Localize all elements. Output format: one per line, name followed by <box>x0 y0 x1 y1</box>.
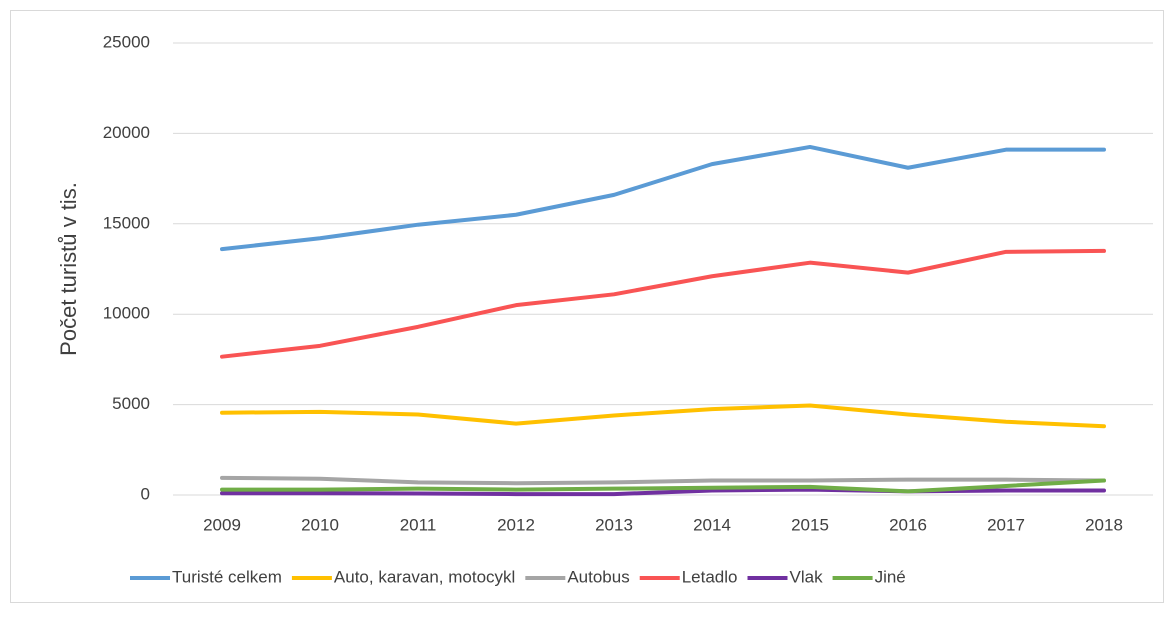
x-tick-label: 2016 <box>889 515 927 534</box>
legend-label: Autobus <box>567 567 629 586</box>
legend-label: Auto, karavan, motocykl <box>334 567 515 586</box>
x-tick-label: 2009 <box>203 515 241 534</box>
y-tick-label: 15000 <box>103 213 150 232</box>
x-tick-label: 2018 <box>1085 515 1123 534</box>
series-line <box>220 403 1106 429</box>
legend-label: Jiné <box>875 567 906 586</box>
y-tick-label: 5000 <box>112 394 150 413</box>
series-line <box>220 144 1106 252</box>
legend-label: Turisté celkem <box>172 567 282 586</box>
x-tick-label: 2017 <box>987 515 1025 534</box>
series-line <box>220 248 1106 359</box>
y-tick-label: 20000 <box>103 123 150 142</box>
x-tick-label: 2012 <box>497 515 535 534</box>
x-tick-label: 2014 <box>693 515 731 534</box>
series-line <box>220 475 1106 486</box>
x-tick-label: 2011 <box>400 515 437 534</box>
y-tick-label: 0 <box>141 484 150 503</box>
chart-border <box>10 10 1164 603</box>
x-tick-label: 2010 <box>301 515 339 534</box>
series-line <box>220 478 1106 494</box>
legend-label: Vlak <box>790 567 824 586</box>
x-tick-label: 2015 <box>791 515 829 534</box>
series-line <box>220 487 1106 497</box>
y-tick-label: 10000 <box>103 304 150 323</box>
y-axis-label: Počet turistů v tis. <box>56 182 81 356</box>
y-tick-label: 25000 <box>103 32 150 51</box>
x-tick-label: 2013 <box>595 515 633 534</box>
legend-label: Letadlo <box>682 567 738 586</box>
